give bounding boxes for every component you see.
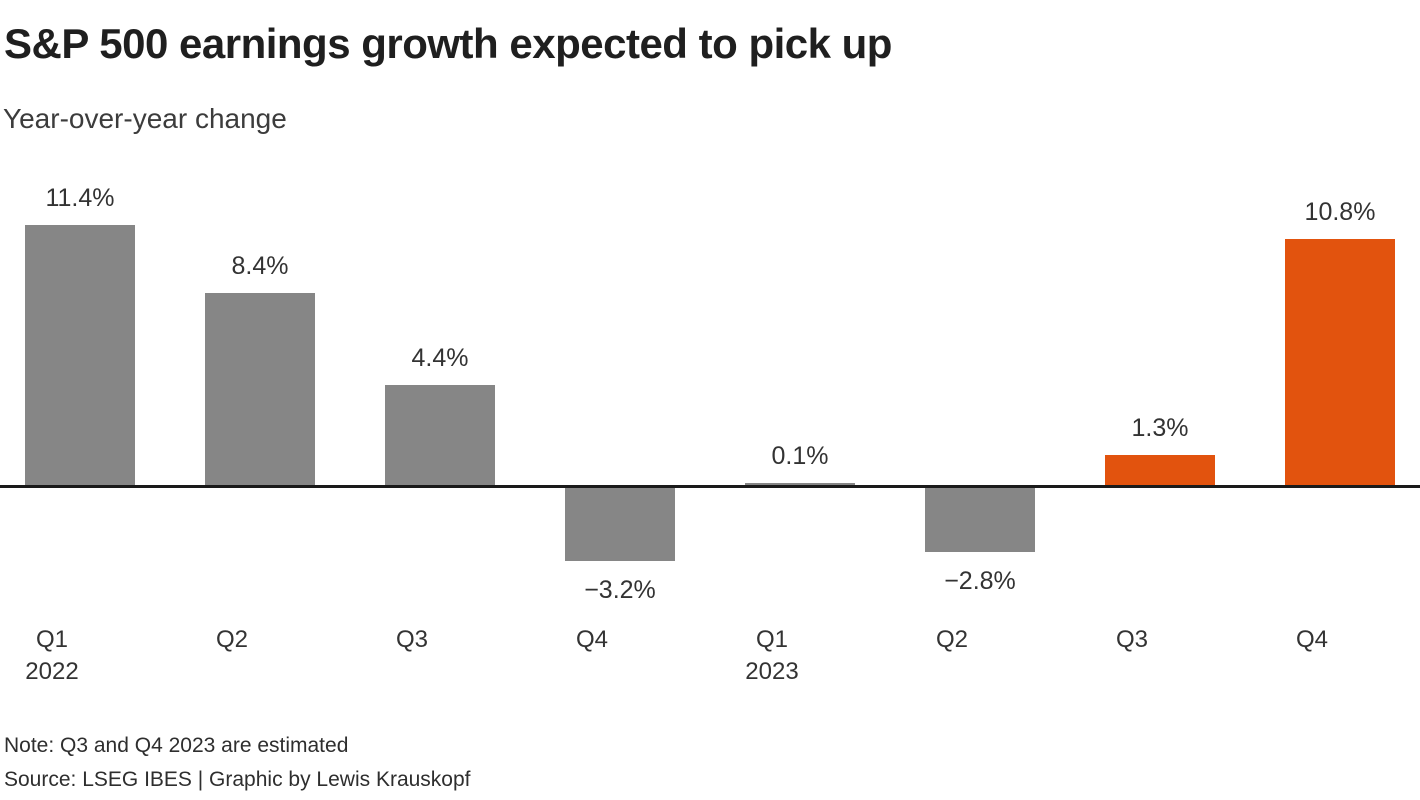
x-axis-label: Q4	[1242, 624, 1382, 656]
x-axis-label: Q3	[342, 624, 482, 656]
x-axis-label: Q1 2023	[702, 624, 842, 688]
bar-q1-2023	[745, 482, 855, 485]
bar-value-label: 10.8%	[1304, 197, 1376, 226]
chart-source: Source: LSEG IBES | Graphic by Lewis Kra…	[4, 768, 471, 791]
bar-value-label: 0.1%	[771, 441, 829, 470]
x-axis-label: Q4	[522, 624, 662, 656]
quarter-label: Q2	[215, 626, 248, 653]
chart-note: Note: Q3 and Q4 2023 are estimated	[4, 734, 349, 757]
x-axis-label: Q1 2022	[0, 624, 122, 688]
year-label: 2022	[25, 658, 79, 685]
bar-value-label: −3.2%	[584, 575, 656, 604]
chart-subtitle: Year-over-year change	[3, 103, 287, 134]
x-axis-label: Q2	[162, 624, 302, 656]
quarter-label: Q3	[395, 626, 428, 653]
chart-title: S&P 500 earnings growth expected to pick…	[4, 20, 892, 67]
bar-value-label: 11.4%	[45, 184, 115, 213]
bar-value-label: −2.8%	[944, 566, 1016, 595]
quarter-label: Q4	[1295, 626, 1328, 653]
quarter-label: Q2	[935, 626, 968, 653]
quarter-label: Q1	[755, 626, 788, 653]
zero-axis-line	[0, 485, 1420, 488]
bar-value-label: 8.4%	[231, 252, 289, 281]
x-axis-label: Q2	[882, 624, 1022, 656]
bar-q1-2022	[25, 225, 135, 485]
bar-value-label: 1.3%	[1131, 414, 1189, 443]
quarter-label: Q3	[1115, 626, 1148, 653]
bar-q2	[205, 293, 315, 485]
quarter-label: Q1	[35, 626, 68, 653]
bar-q4	[565, 488, 675, 561]
year-label: 2023	[745, 658, 799, 685]
bar-q4	[1285, 238, 1395, 485]
bar-value-label: 4.4%	[411, 343, 469, 372]
quarter-label: Q4	[575, 626, 608, 653]
x-axis-label: Q3	[1062, 624, 1202, 656]
bar-q3	[385, 384, 495, 485]
bar-q2	[925, 488, 1035, 552]
bar-q3	[1105, 455, 1215, 485]
